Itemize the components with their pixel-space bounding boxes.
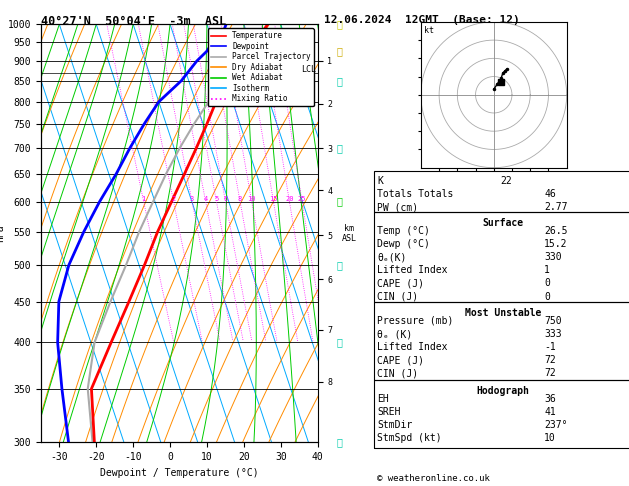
- Text: kt: kt: [424, 26, 434, 35]
- Text: ≪: ≪: [337, 197, 343, 207]
- Y-axis label: hPa: hPa: [0, 225, 5, 242]
- Text: 25: 25: [298, 196, 306, 202]
- Text: 12.06.2024  12GMT  (Base: 12): 12.06.2024 12GMT (Base: 12): [324, 15, 520, 25]
- Text: K: K: [377, 176, 383, 186]
- Text: 15.2: 15.2: [544, 239, 567, 249]
- Text: Most Unstable: Most Unstable: [465, 308, 542, 318]
- Text: 36: 36: [544, 394, 556, 404]
- Text: 237°: 237°: [544, 420, 567, 430]
- Text: 72: 72: [544, 355, 556, 365]
- Text: 20: 20: [285, 196, 294, 202]
- Text: ≪: ≪: [337, 260, 343, 270]
- Text: ≪: ≪: [337, 143, 343, 153]
- Text: CAPE (J): CAPE (J): [377, 278, 425, 289]
- Text: 10: 10: [247, 196, 256, 202]
- Text: LCL: LCL: [301, 66, 316, 74]
- Text: 6: 6: [223, 196, 228, 202]
- Text: © weatheronline.co.uk: © weatheronline.co.uk: [377, 474, 490, 483]
- Text: ≪: ≪: [337, 437, 343, 447]
- Text: 0: 0: [544, 292, 550, 302]
- Text: Pressure (mb): Pressure (mb): [377, 316, 454, 326]
- Text: 333: 333: [544, 329, 562, 339]
- Text: Totals Totals: Totals Totals: [377, 189, 454, 199]
- Text: 750: 750: [544, 316, 562, 326]
- Text: 10: 10: [544, 433, 556, 443]
- Text: Dewp (°C): Dewp (°C): [377, 239, 430, 249]
- Text: SREH: SREH: [377, 407, 401, 417]
- Text: EH: EH: [377, 394, 389, 404]
- Text: CIN (J): CIN (J): [377, 292, 418, 302]
- Text: 8: 8: [238, 196, 242, 202]
- Text: ≪: ≪: [337, 19, 343, 29]
- Text: 72: 72: [544, 368, 556, 379]
- Text: 22: 22: [500, 176, 512, 186]
- Text: 41: 41: [544, 407, 556, 417]
- Text: Lifted Index: Lifted Index: [377, 265, 448, 276]
- Text: ≪: ≪: [337, 46, 343, 56]
- Text: 0: 0: [544, 278, 550, 289]
- Text: Hodograph: Hodograph: [477, 386, 530, 396]
- Text: CIN (J): CIN (J): [377, 368, 418, 379]
- Text: Lifted Index: Lifted Index: [377, 342, 448, 352]
- Text: StmDir: StmDir: [377, 420, 413, 430]
- Text: Temp (°C): Temp (°C): [377, 226, 430, 236]
- Text: -1: -1: [544, 342, 556, 352]
- Text: Surface: Surface: [482, 218, 524, 228]
- Text: 46: 46: [544, 189, 556, 199]
- Text: CAPE (J): CAPE (J): [377, 355, 425, 365]
- Text: ≪: ≪: [337, 337, 343, 347]
- Text: PW (cm): PW (cm): [377, 202, 418, 212]
- Text: 1: 1: [544, 265, 550, 276]
- Text: 2: 2: [172, 196, 175, 202]
- Y-axis label: km
ASL: km ASL: [342, 224, 357, 243]
- Text: θₑ(K): θₑ(K): [377, 252, 407, 262]
- Text: 1: 1: [142, 196, 146, 202]
- Text: 2.77: 2.77: [544, 202, 567, 212]
- Text: 4: 4: [204, 196, 208, 202]
- X-axis label: Dewpoint / Temperature (°C): Dewpoint / Temperature (°C): [100, 468, 259, 478]
- Text: 26.5: 26.5: [544, 226, 567, 236]
- Text: 330: 330: [544, 252, 562, 262]
- Text: 40°27'N  50°04'E  -3m  ASL: 40°27'N 50°04'E -3m ASL: [41, 15, 226, 28]
- Text: 15: 15: [269, 196, 278, 202]
- Text: StmSpd (kt): StmSpd (kt): [377, 433, 442, 443]
- Text: 5: 5: [214, 196, 219, 202]
- Text: ≪: ≪: [337, 76, 343, 86]
- Text: 3: 3: [190, 196, 194, 202]
- Text: θₑ (K): θₑ (K): [377, 329, 413, 339]
- Legend: Temperature, Dewpoint, Parcel Trajectory, Dry Adiabat, Wet Adiabat, Isotherm, Mi: Temperature, Dewpoint, Parcel Trajectory…: [208, 28, 314, 106]
